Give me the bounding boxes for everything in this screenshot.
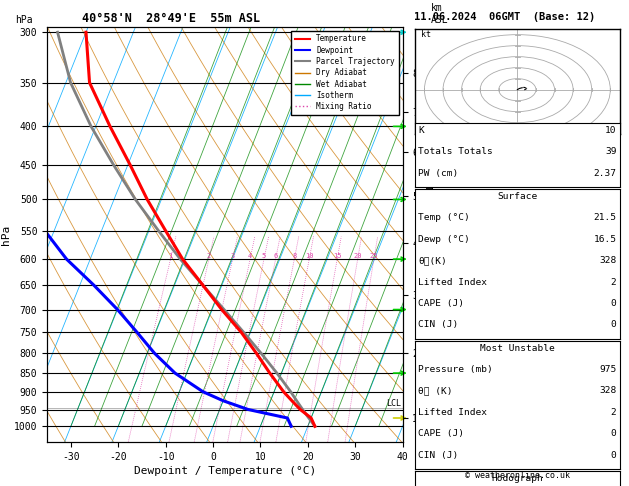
Text: km
ASL: km ASL (431, 3, 448, 25)
Text: 0: 0 (611, 429, 616, 438)
Y-axis label: Mixing Ratio (g/kg): Mixing Ratio (g/kg) (423, 183, 432, 286)
Text: 10: 10 (605, 126, 616, 135)
Text: CIN (J): CIN (J) (418, 320, 459, 330)
Text: 16.5: 16.5 (593, 235, 616, 244)
Text: 328: 328 (599, 256, 616, 265)
Text: 25: 25 (370, 253, 378, 259)
Text: 6: 6 (274, 253, 278, 259)
Text: 5: 5 (262, 253, 266, 259)
Text: 21.5: 21.5 (593, 213, 616, 223)
Text: Hodograph: Hodograph (491, 474, 543, 483)
Text: Surface: Surface (498, 192, 537, 201)
Text: CIN (J): CIN (J) (418, 451, 459, 460)
Text: LCL: LCL (386, 399, 401, 408)
Text: 1: 1 (169, 253, 172, 259)
Text: © weatheronline.co.uk: © weatheronline.co.uk (465, 471, 570, 480)
Text: 39: 39 (605, 147, 616, 156)
Text: Lifted Index: Lifted Index (418, 278, 487, 287)
Text: Pressure (mb): Pressure (mb) (418, 365, 493, 374)
Text: Most Unstable: Most Unstable (480, 344, 555, 353)
Text: 975: 975 (599, 365, 616, 374)
Text: kt: kt (421, 30, 431, 39)
Text: 0: 0 (611, 320, 616, 330)
Text: 10: 10 (305, 253, 313, 259)
Y-axis label: hPa: hPa (1, 225, 11, 244)
Text: θᴇ (K): θᴇ (K) (418, 386, 453, 396)
Text: Lifted Index: Lifted Index (418, 408, 487, 417)
Text: PW (cm): PW (cm) (418, 169, 459, 178)
Text: θᴇ(K): θᴇ(K) (418, 256, 447, 265)
Text: K: K (418, 126, 424, 135)
Text: 2: 2 (207, 253, 211, 259)
Legend: Temperature, Dewpoint, Parcel Trajectory, Dry Adiabat, Wet Adiabat, Isotherm, Mi: Temperature, Dewpoint, Parcel Trajectory… (291, 31, 399, 115)
Text: Totals Totals: Totals Totals (418, 147, 493, 156)
Text: CAPE (J): CAPE (J) (418, 429, 464, 438)
Text: 328: 328 (599, 386, 616, 396)
Text: 2: 2 (611, 278, 616, 287)
Text: Temp (°C): Temp (°C) (418, 213, 470, 223)
Text: 0: 0 (611, 451, 616, 460)
Text: 3: 3 (230, 253, 235, 259)
Text: 11.06.2024  06GMT  (Base: 12): 11.06.2024 06GMT (Base: 12) (414, 12, 595, 22)
X-axis label: Dewpoint / Temperature (°C): Dewpoint / Temperature (°C) (134, 466, 316, 476)
Text: 8: 8 (292, 253, 296, 259)
Text: Dewp (°C): Dewp (°C) (418, 235, 470, 244)
Text: 4: 4 (248, 253, 252, 259)
Text: 2.37: 2.37 (593, 169, 616, 178)
Text: 15: 15 (333, 253, 342, 259)
Text: 0: 0 (611, 299, 616, 308)
Text: 2: 2 (611, 408, 616, 417)
Text: CAPE (J): CAPE (J) (418, 299, 464, 308)
Text: hPa: hPa (15, 15, 33, 25)
Text: 20: 20 (353, 253, 362, 259)
Text: 40°58'N  28°49'E  55m ASL: 40°58'N 28°49'E 55m ASL (82, 12, 260, 25)
